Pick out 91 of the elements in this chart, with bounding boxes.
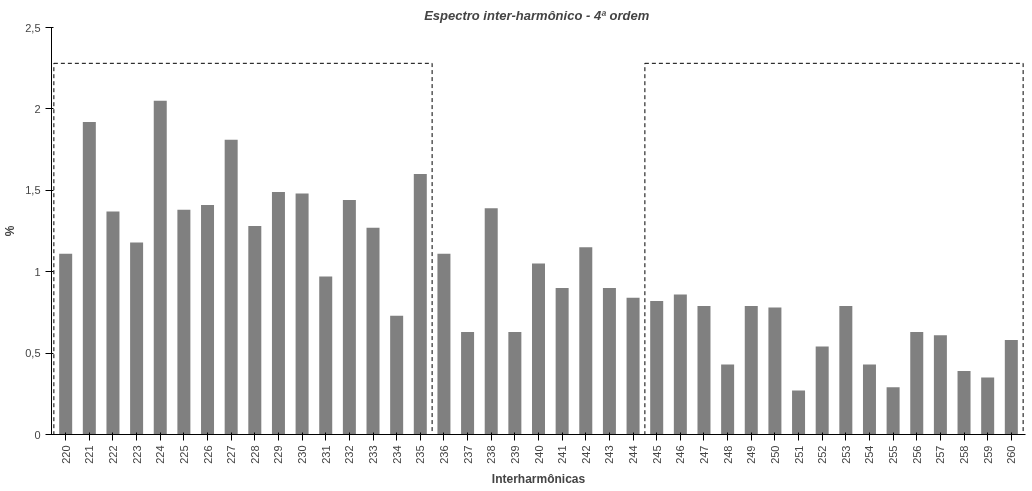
x-tick-label: 233 xyxy=(367,445,380,464)
bar xyxy=(721,364,735,435)
bar xyxy=(366,227,380,435)
x-tick-label: 242 xyxy=(579,445,592,464)
x-tick-label: 253 xyxy=(839,445,852,464)
x-tick-label: 238 xyxy=(485,445,498,464)
x-tick-label: 245 xyxy=(650,445,663,464)
bar xyxy=(319,276,333,435)
x-tick-label: 247 xyxy=(697,445,710,464)
x-tick-label: 248 xyxy=(721,445,734,464)
bar xyxy=(981,377,995,435)
bar xyxy=(1004,340,1018,435)
bar xyxy=(413,174,427,435)
y-tick-label: 2 xyxy=(34,102,41,115)
x-tick-label: 243 xyxy=(603,445,616,464)
x-tick-label: 250 xyxy=(768,445,781,464)
y-tick-label: 0 xyxy=(34,428,41,441)
y-tick-label: 2,5 xyxy=(25,21,41,34)
chart-title: Espectro inter-harmônico - 4ª ordem xyxy=(424,7,650,23)
bar xyxy=(532,263,545,435)
x-tick-label: 228 xyxy=(248,445,261,464)
x-tick-label: 236 xyxy=(437,445,450,464)
bar xyxy=(862,364,876,435)
x-tick-label: 255 xyxy=(887,445,900,464)
bar xyxy=(673,294,687,435)
x-tick-label: 230 xyxy=(296,445,309,464)
x-tick-label: 231 xyxy=(319,445,332,464)
x-tick-label: 249 xyxy=(745,445,758,464)
x-tick-label: 222 xyxy=(106,445,119,464)
bar xyxy=(82,121,96,435)
bar xyxy=(271,191,285,435)
bar xyxy=(342,200,356,435)
bar xyxy=(201,204,215,435)
y-tick-label: 0,5 xyxy=(25,347,41,360)
x-tick-label: 240 xyxy=(532,445,545,464)
x-tick-label: 254 xyxy=(863,445,876,464)
y-axis-title: % xyxy=(3,225,18,237)
bar xyxy=(933,335,947,435)
x-tick-label: 258 xyxy=(958,445,971,464)
bar xyxy=(177,209,191,435)
bar xyxy=(815,346,829,435)
y-tick-label: 1 xyxy=(34,265,41,278)
bar xyxy=(792,390,806,435)
bar xyxy=(839,305,853,435)
x-tick-label: 259 xyxy=(981,445,994,464)
x-tick-label: 221 xyxy=(83,445,96,464)
x-tick-label: 252 xyxy=(816,445,829,464)
x-tick-label: 260 xyxy=(1005,445,1018,464)
x-tick-label: 232 xyxy=(343,445,356,464)
bar xyxy=(106,211,120,435)
bar xyxy=(461,331,475,435)
bar xyxy=(744,305,758,435)
x-axis-title: Interharmônicas xyxy=(491,471,586,486)
x-tick-label: 239 xyxy=(508,445,521,464)
x-tick-label: 223 xyxy=(130,445,143,464)
bar xyxy=(248,226,262,435)
bar xyxy=(957,371,971,435)
y-tick-label: 1,5 xyxy=(25,184,41,197)
bar xyxy=(508,331,522,435)
bar xyxy=(697,305,711,435)
x-tick-label: 227 xyxy=(225,445,238,464)
x-tick-label: 241 xyxy=(556,445,569,464)
bar xyxy=(59,253,73,435)
bar xyxy=(437,253,451,435)
x-tick-label: 234 xyxy=(390,445,403,464)
x-tick-label: 257 xyxy=(934,445,947,464)
x-tick-label: 229 xyxy=(272,445,285,464)
bar xyxy=(886,387,900,435)
bar xyxy=(626,297,640,435)
x-tick-label: 235 xyxy=(414,445,427,464)
x-tick-label: 246 xyxy=(674,445,687,464)
x-tick-label: 226 xyxy=(201,445,214,464)
x-tick-label: 225 xyxy=(177,445,190,464)
bar xyxy=(650,301,664,435)
x-tick-label: 251 xyxy=(792,445,805,464)
x-tick-label: 244 xyxy=(627,445,640,464)
bar xyxy=(390,315,404,435)
bar xyxy=(484,208,498,435)
bar xyxy=(910,331,924,435)
bar xyxy=(768,307,782,435)
bar xyxy=(295,193,309,435)
bar xyxy=(555,287,569,435)
x-tick-label: 224 xyxy=(154,445,167,464)
x-tick-label: 256 xyxy=(910,445,923,464)
bar xyxy=(224,139,238,435)
bar xyxy=(130,242,144,435)
bar xyxy=(153,100,167,435)
bar xyxy=(579,247,593,435)
bar xyxy=(602,287,616,435)
x-tick-label: 220 xyxy=(59,445,72,464)
x-tick-label: 237 xyxy=(461,445,474,464)
